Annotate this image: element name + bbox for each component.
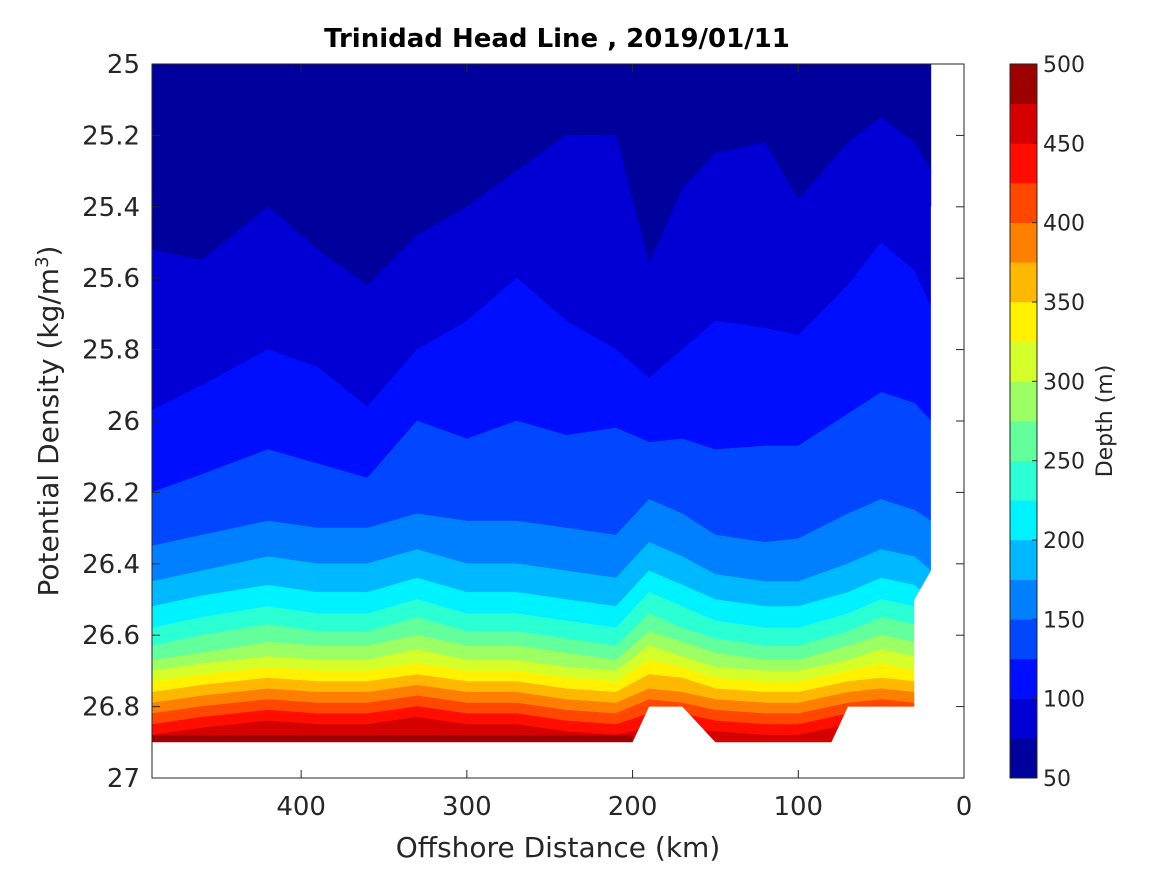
- colorbar-band: [1010, 421, 1037, 461]
- no-data-mask: [152, 64, 964, 778]
- colorbar-tick-label: 450: [1043, 132, 1085, 157]
- x-axis-label: Offshore Distance (km): [396, 831, 721, 864]
- y-tick-label: 25.6: [82, 264, 140, 294]
- colorbar-band: [1010, 262, 1037, 303]
- y-tick-label: 26.4: [82, 550, 140, 580]
- x-tick-label: 300: [442, 792, 492, 822]
- y-axis-label-tail: ): [32, 246, 65, 257]
- colorbar-band: [1010, 103, 1037, 144]
- y-axis-label-main: Potential Density (kg/m: [32, 268, 65, 597]
- x-tick-label: 0: [956, 792, 973, 822]
- x-axis: 400 300 200 100 0: [276, 64, 972, 822]
- y-tick-label: 25: [107, 50, 140, 80]
- colorbar-label: Depth (m): [1093, 365, 1118, 478]
- colorbar-frame: [1009, 63, 1038, 779]
- colorbar-band: [1010, 500, 1037, 541]
- colorbar-tick-label: 350: [1043, 291, 1085, 316]
- x-tick-label: 400: [276, 792, 326, 822]
- colorbar-band: [1010, 341, 1037, 382]
- y-tick-label: 26.8: [82, 693, 140, 723]
- y-axis-label: Potential Density (kg/m3): [32, 246, 66, 597]
- colorbar: 500 450 400 350 300 250 200 150 100 50: [1009, 53, 1085, 792]
- colorbar-band: [1010, 222, 1037, 263]
- colorbar-tick-label: 400: [1043, 212, 1085, 237]
- y-tick-label: 27: [107, 764, 140, 794]
- colorbar-tick-label: 200: [1043, 529, 1085, 554]
- colorbar-band: [1010, 619, 1037, 660]
- colorbar-band: [1010, 64, 1037, 104]
- colorbar-band: [1010, 540, 1037, 580]
- y-tick-label: 26.2: [82, 478, 140, 508]
- colorbar-tick-label: 150: [1043, 608, 1085, 633]
- y-tick-label: 26: [107, 407, 140, 437]
- y-tick-label: 25.8: [82, 336, 140, 366]
- y-tick-label: 25.2: [82, 121, 140, 151]
- mask-region: [152, 64, 964, 778]
- colorbar-tick-label: 500: [1043, 53, 1085, 78]
- y-axis: 25 25.2 25.4 25.6 25.8 26 26.2 26.4 26.6 26.8 27: [82, 50, 964, 794]
- colorbar-tick-label: 250: [1043, 450, 1085, 475]
- x-tick-label: 100: [773, 792, 823, 822]
- y-axis-label-superscript: 3: [32, 256, 53, 267]
- contour-band-deepest: [152, 735, 633, 743]
- colorbar-tick-label: 100: [1043, 688, 1085, 713]
- colorbar-band: [1010, 381, 1037, 422]
- colorbar-tick-label: 300: [1043, 370, 1085, 395]
- colorbar-band: [1010, 460, 1037, 501]
- y-tick-label: 26.6: [82, 621, 140, 651]
- colorbar-band: [1010, 738, 1037, 779]
- colorbar-band: [1010, 143, 1037, 184]
- y-tick-label: 25.4: [82, 193, 140, 223]
- x-tick-label: 200: [608, 792, 658, 822]
- colorbar-band: [1010, 302, 1037, 342]
- colorbar-band: [1010, 579, 1037, 620]
- colorbar-band: [1010, 698, 1037, 739]
- colorbar-band: [1010, 659, 1037, 699]
- colorbar-band: [1010, 183, 1037, 223]
- contour-fill: [152, 64, 932, 743]
- chart-title: Trinidad Head Line , 2019/01/11: [324, 24, 790, 54]
- colorbar-tick-label: 50: [1043, 767, 1071, 792]
